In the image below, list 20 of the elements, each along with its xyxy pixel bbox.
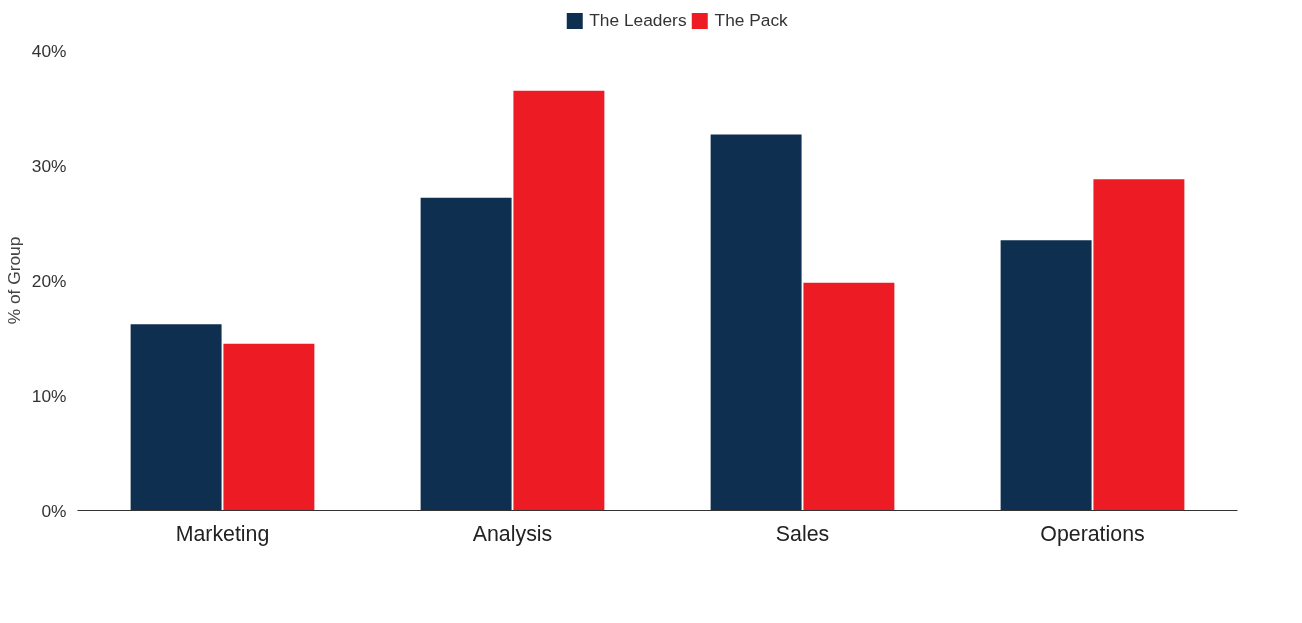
- legend-label: The Leaders: [589, 9, 687, 31]
- y-axis-title: % of Group: [3, 236, 24, 325]
- bar: [1093, 179, 1185, 511]
- bar: [803, 282, 895, 511]
- legend-label: The Pack: [714, 9, 788, 31]
- x-tick-label: Sales: [775, 521, 830, 546]
- y-tick-label: 10%: [31, 385, 67, 406]
- y-tick-label: 40%: [31, 40, 67, 61]
- x-tick-label: Marketing: [175, 521, 270, 546]
- y-tick-label: 0%: [41, 500, 67, 521]
- y-tick-label: 20%: [31, 270, 67, 291]
- x-tick-label: Analysis: [472, 521, 553, 546]
- y-tick-label: 30%: [31, 155, 67, 176]
- x-tick-label: Operations: [1040, 521, 1145, 546]
- bar: [130, 324, 222, 511]
- bar: [710, 134, 802, 511]
- bar: [513, 90, 605, 511]
- bar: [223, 343, 315, 511]
- bar: [420, 197, 512, 511]
- bar: [1000, 240, 1092, 511]
